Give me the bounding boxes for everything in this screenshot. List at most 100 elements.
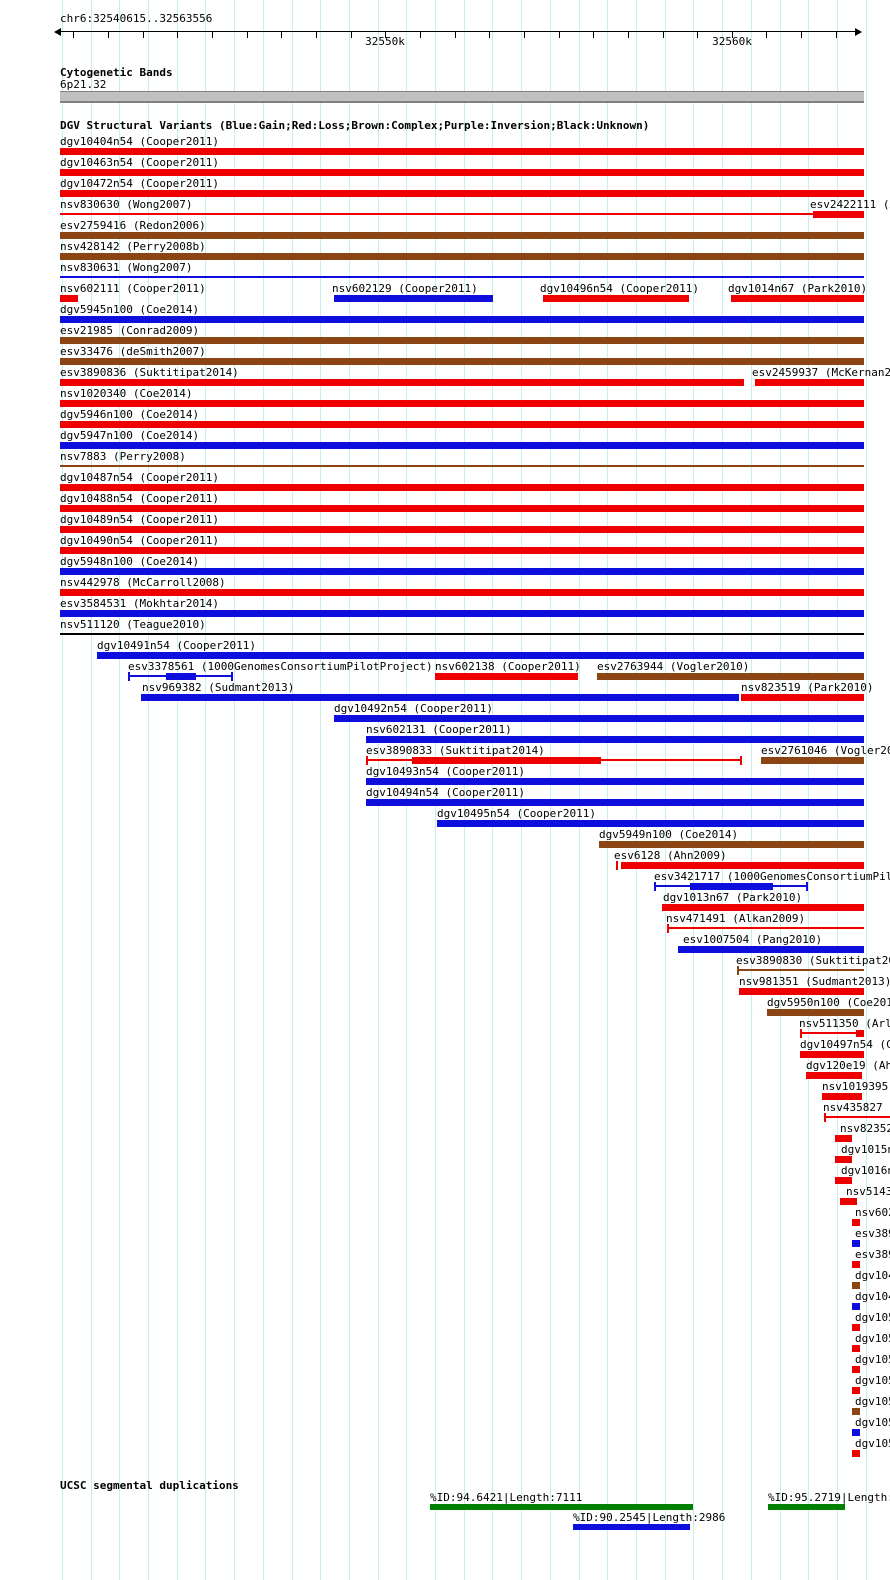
variant-span-line[interactable]: [824, 1116, 890, 1118]
variant-label: esv389: [855, 1227, 890, 1240]
variant-bar[interactable]: [60, 232, 864, 239]
variant-bar[interactable]: [852, 1345, 860, 1352]
variant-bar[interactable]: [60, 589, 864, 596]
variant-span-line[interactable]: [60, 465, 864, 467]
grid-line: [579, 0, 580, 1580]
variant-bar[interactable]: [60, 442, 864, 449]
variant-bar[interactable]: [60, 169, 864, 176]
variant-bar[interactable]: [599, 841, 864, 848]
variant-bar[interactable]: [60, 526, 864, 533]
variant-bar[interactable]: [412, 757, 601, 764]
variant-bar[interactable]: [852, 1261, 860, 1268]
variant-bar[interactable]: [835, 1177, 852, 1184]
variant-label: esv33476 (deSmith2007): [60, 345, 206, 358]
variant-label: dgv5947n100 (Coe2014): [60, 429, 200, 442]
variant-bar[interactable]: [852, 1282, 860, 1289]
variant-span-line[interactable]: [737, 969, 864, 971]
variant-bar[interactable]: [597, 673, 864, 680]
variant-span-line[interactable]: [667, 927, 864, 929]
variant-bar[interactable]: [813, 211, 864, 218]
variant-label: dgv105: [855, 1311, 890, 1324]
variant-label: dgv105: [855, 1353, 890, 1366]
variant-bar[interactable]: [437, 820, 864, 827]
variant-bar[interactable]: [366, 736, 864, 743]
variant-bar[interactable]: [60, 253, 864, 260]
variant-bar[interactable]: [690, 883, 773, 890]
variant-span-line[interactable]: [800, 1032, 856, 1034]
variant-bar[interactable]: [60, 568, 864, 575]
variant-bar[interactable]: [543, 295, 689, 302]
variant-bar[interactable]: [141, 694, 739, 701]
segdup-bar[interactable]: [430, 1504, 693, 1510]
cytoband-bar[interactable]: [60, 91, 864, 101]
variant-bar[interactable]: [852, 1324, 860, 1331]
grid-line: [550, 0, 551, 1580]
variant-bar[interactable]: [334, 295, 493, 302]
variant-bar[interactable]: [60, 295, 78, 302]
variant-bar[interactable]: [741, 694, 864, 701]
variant-bar[interactable]: [761, 757, 864, 764]
variant-bar[interactable]: [852, 1219, 860, 1226]
variant-bar[interactable]: [852, 1240, 860, 1247]
ruler-tick: [593, 31, 594, 38]
variant-bar[interactable]: [60, 484, 864, 491]
variant-bar[interactable]: [60, 358, 864, 365]
variant-bar[interactable]: [856, 1030, 864, 1037]
variant-bar[interactable]: [334, 715, 864, 722]
variant-label: dgv10463n54 (Cooper2011): [60, 156, 219, 169]
variant-bar[interactable]: [852, 1366, 860, 1373]
variant-bar[interactable]: [60, 505, 864, 512]
variant-bar[interactable]: [435, 673, 578, 680]
variant-label: dgv10496n54 (Cooper2011): [540, 282, 699, 295]
variant-bar[interactable]: [678, 946, 864, 953]
variant-bar[interactable]: [621, 862, 864, 869]
variant-bar[interactable]: [60, 379, 744, 386]
variant-bar[interactable]: [60, 400, 864, 407]
ruler-coordinate-label: 32560k: [712, 35, 752, 48]
variant-bar[interactable]: [166, 673, 196, 680]
variant-bar[interactable]: [97, 652, 864, 659]
variant-label: esv3378561 (1000GenomesConsortiumPilotPr…: [128, 660, 433, 673]
variant-bar[interactable]: [366, 799, 864, 806]
variant-label: nsv602: [855, 1206, 890, 1219]
variant-bar[interactable]: [852, 1387, 860, 1394]
variant-bar[interactable]: [767, 1009, 864, 1016]
variant-bar[interactable]: [852, 1450, 860, 1457]
variant-span-line[interactable]: [60, 213, 864, 215]
variant-bar[interactable]: [739, 988, 864, 995]
variant-bar[interactable]: [60, 610, 864, 617]
variant-bar[interactable]: [840, 1198, 857, 1205]
variant-bar[interactable]: [755, 379, 864, 386]
variant-bar[interactable]: [60, 316, 864, 323]
variant-bar[interactable]: [806, 1072, 862, 1079]
variant-label: nsv981351 (Sudmant2013): [739, 975, 890, 988]
segdup-label: %ID:90.2545|Length:2986: [573, 1511, 726, 1524]
variant-span-line[interactable]: [60, 633, 864, 635]
variant-bar[interactable]: [60, 337, 864, 344]
variant-bar[interactable]: [60, 421, 864, 428]
variant-bar[interactable]: [60, 148, 864, 155]
ruler-tick: [108, 31, 109, 38]
grid-line: [263, 0, 264, 1580]
variant-bar[interactable]: [60, 547, 864, 554]
segdup-bar[interactable]: [573, 1524, 690, 1530]
ruler-tick: [766, 31, 767, 38]
variant-bar[interactable]: [852, 1429, 860, 1436]
variant-bar[interactable]: [800, 1051, 864, 1058]
variant-bar[interactable]: [731, 295, 864, 302]
variant-label: nsv1019395: [822, 1080, 889, 1093]
variant-bar[interactable]: [662, 904, 864, 911]
variant-bar[interactable]: [835, 1156, 852, 1163]
variant-span-line[interactable]: [60, 276, 864, 278]
variant-bar[interactable]: [366, 778, 864, 785]
variant-bar[interactable]: [60, 190, 864, 197]
segdup-label: %ID:94.6421|Length:7111: [430, 1491, 583, 1504]
variant-bar[interactable]: [822, 1093, 862, 1100]
variant-bar[interactable]: [852, 1303, 860, 1310]
variant-bar[interactable]: [852, 1408, 860, 1415]
variant-bar[interactable]: [835, 1135, 852, 1142]
variant-label: nsv7883 (Perry2008): [60, 450, 186, 463]
variant-label: dgv10404n54 (Cooper2011): [60, 135, 219, 148]
variant-endcap: [824, 1113, 826, 1122]
segdup-bar[interactable]: [768, 1504, 845, 1510]
